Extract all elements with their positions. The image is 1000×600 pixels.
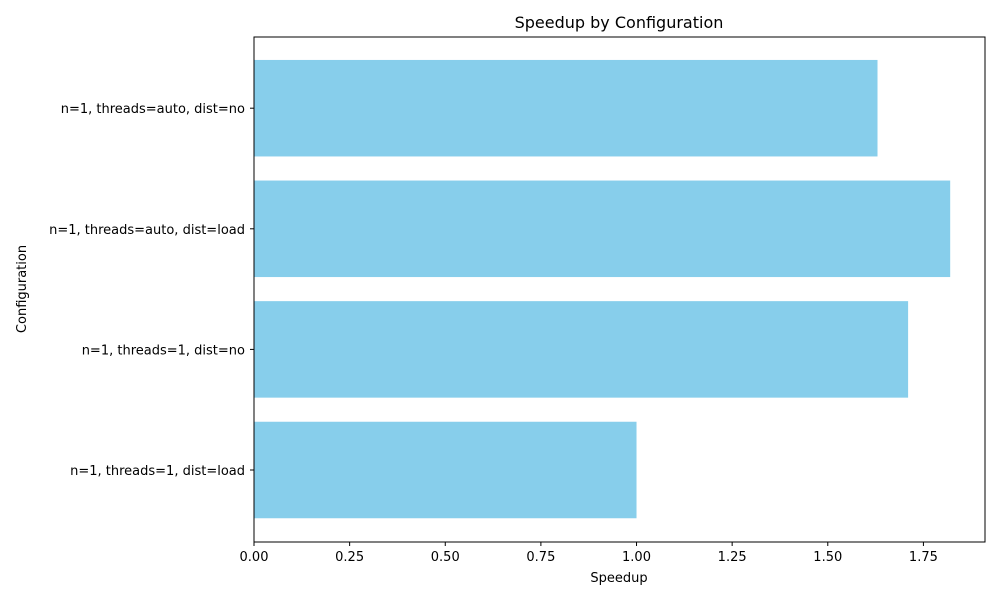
y-tick-label: n=1, threads=auto, dist=load — [49, 223, 245, 238]
chart-title: Speedup by Configuration — [515, 13, 724, 32]
x-tick-label: 0.50 — [431, 550, 460, 565]
x-tick-label: 1.25 — [718, 550, 747, 565]
x-tick-label: 1.00 — [622, 550, 651, 565]
y-tick-label: n=1, threads=1, dist=load — [70, 464, 245, 479]
x-tick-label: 1.50 — [813, 550, 842, 565]
y-tick-label: n=1, threads=auto, dist=no — [61, 102, 245, 117]
x-axis-label: Speedup — [590, 571, 647, 586]
bar — [254, 59, 878, 157]
axes-layer: n=1, threads=1, dist=load n=1, threads=1,… — [49, 36, 986, 565]
x-tick-label: 1.75 — [909, 550, 938, 565]
bar — [254, 421, 637, 519]
x-tick-label: 0.75 — [526, 550, 555, 565]
y-axis-label: Configuration — [15, 245, 30, 333]
bar — [254, 180, 951, 278]
bar — [254, 301, 909, 398]
bars-layer — [254, 59, 951, 519]
y-tick-label: n=1, threads=1, dist=no — [82, 343, 245, 358]
plot-frame — [253, 36, 986, 543]
x-tick-label: 0.25 — [335, 550, 364, 565]
x-tick-label: 0.00 — [240, 550, 269, 565]
